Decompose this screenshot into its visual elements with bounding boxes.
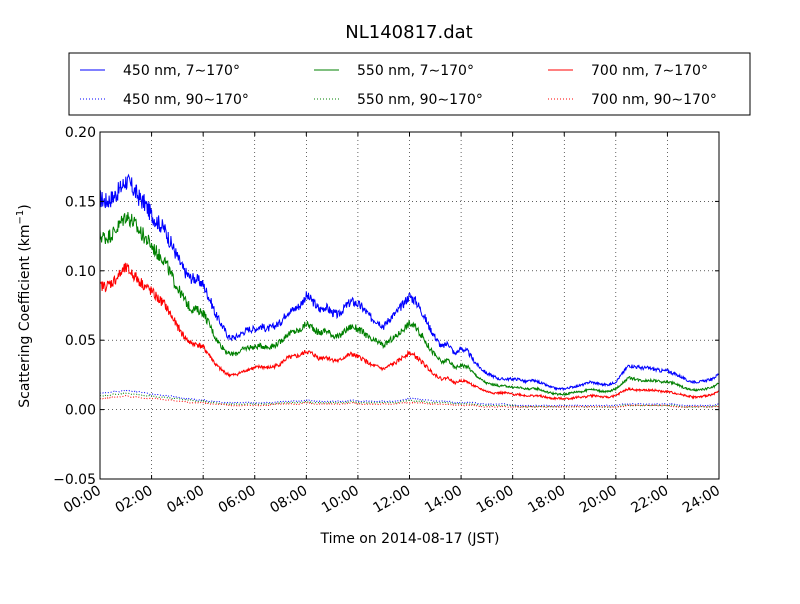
x-tick-label: 16:00 <box>474 483 517 517</box>
legend-label: 450 nm, 90∼170° <box>123 92 249 108</box>
chart-title: NL140817.dat <box>345 22 472 43</box>
x-tick-label: 12:00 <box>371 483 414 517</box>
y-axis-label-end: ) <box>17 204 33 209</box>
y-axis: −0.05 0.00 0.05 0.10 0.15 0.20 <box>53 125 719 488</box>
x-tick-label: 08:00 <box>267 483 310 517</box>
grid <box>100 132 719 479</box>
y-tick-label: 0.10 <box>65 264 96 280</box>
legend: 450 nm, 7∼170° 550 nm, 7∼170° 700 nm, 7∼17… <box>68 52 751 116</box>
series-layer <box>99 173 720 409</box>
legend-label: 550 nm, 7∼170° <box>357 63 474 79</box>
y-tick-label: 0.00 <box>65 403 96 419</box>
y-axis-label-main: Scattering Coefficient (km <box>17 224 33 407</box>
y-tick-label: 0.15 <box>65 194 96 210</box>
x-tick-label: 22:00 <box>628 483 671 517</box>
x-tick-label: 10:00 <box>319 483 362 517</box>
x-tick-label: 18:00 <box>525 483 568 517</box>
legend-label: 700 nm, 7∼170° <box>591 63 708 79</box>
x-axis-label: Time on 2014-08-17 (JST) <box>320 531 500 547</box>
y-axis-label-superscript: −1 <box>15 210 26 225</box>
legend-label: 450 nm, 7∼170° <box>123 63 240 79</box>
y-axis-label: Scattering Coefficient (km−1) <box>15 204 33 408</box>
y-tick-label: 0.20 <box>65 125 96 141</box>
x-axis: 00:00 02:00 04:00 06:00 08:00 10:00 12:00 14:00… <box>61 132 723 517</box>
x-tick-label: 02:00 <box>113 483 156 517</box>
legend-label: 700 nm, 90∼170° <box>591 92 717 108</box>
y-tick-label: 0.05 <box>65 333 96 349</box>
series-line-0 <box>99 173 720 392</box>
series-line-1 <box>99 211 720 397</box>
series-line-2 <box>99 262 720 401</box>
y-tick-label: −0.05 <box>53 472 96 488</box>
x-tick-label: 04:00 <box>164 483 207 517</box>
series-line-5 <box>99 394 720 409</box>
x-tick-label: 24:00 <box>680 483 723 517</box>
legend-box <box>68 52 751 116</box>
legend-label: 550 nm, 90∼170° <box>357 92 483 108</box>
x-tick-label: 14:00 <box>422 483 465 517</box>
x-tick-label: 20:00 <box>577 483 620 517</box>
x-tick-label: 06:00 <box>216 483 259 517</box>
